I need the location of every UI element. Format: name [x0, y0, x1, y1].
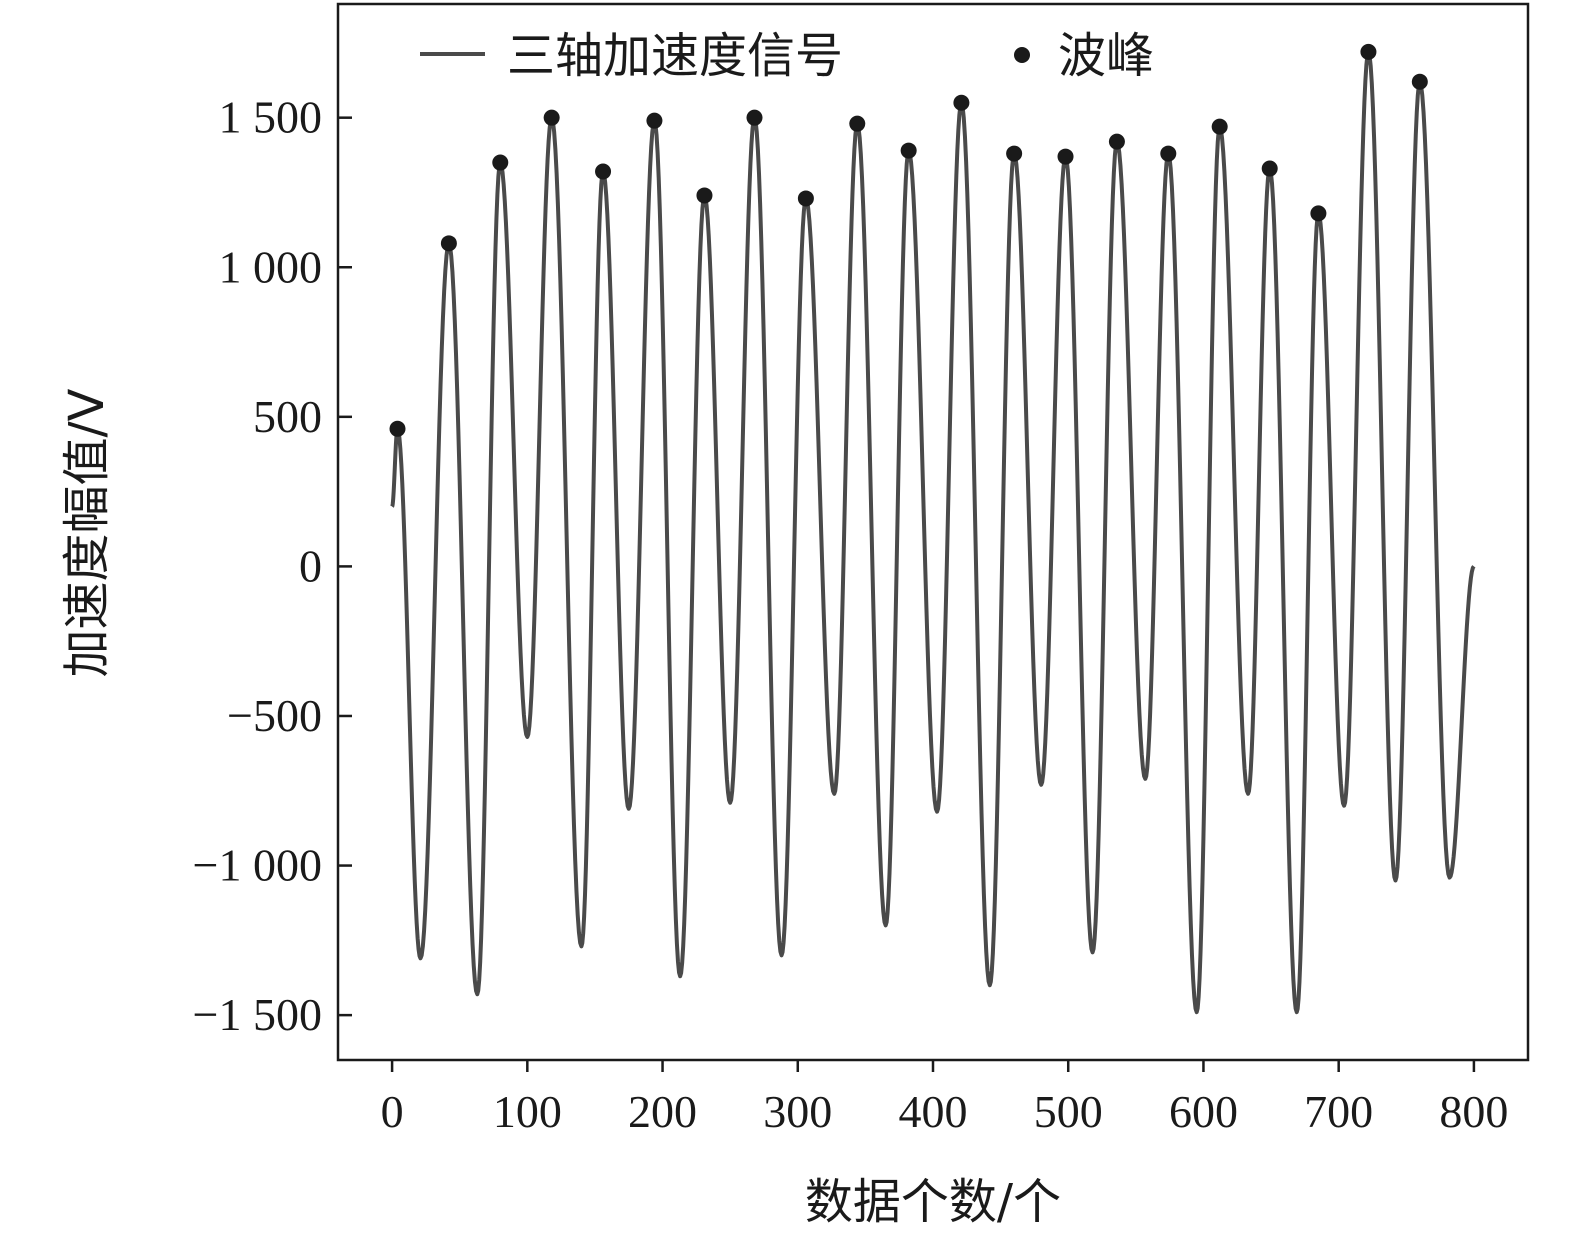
peak-point — [746, 109, 763, 126]
peak-point — [1261, 160, 1278, 177]
peak-point — [543, 109, 560, 126]
x-tick-label: 700 — [1304, 1086, 1373, 1137]
peak-point — [797, 190, 814, 207]
y-tick-label: 1 500 — [219, 92, 323, 143]
y-tick-label: −1 500 — [193, 989, 322, 1040]
peak-point — [492, 154, 509, 171]
peak-point — [1108, 133, 1125, 150]
peak-point — [595, 163, 612, 180]
x-tick-label: 300 — [763, 1086, 832, 1137]
peak-point — [1160, 145, 1177, 162]
x-tick-label: 500 — [1034, 1086, 1103, 1137]
peak-point — [440, 235, 457, 252]
y-tick-label: 500 — [253, 391, 322, 442]
legend-dot-swatch — [1014, 47, 1030, 63]
peak-point — [1360, 43, 1377, 60]
peak-point — [1006, 145, 1023, 162]
x-tick-label: 0 — [381, 1086, 404, 1137]
signal-line — [390, 49, 1476, 1015]
peak-point — [900, 142, 917, 159]
peak-point — [646, 112, 663, 129]
peak-point — [696, 187, 713, 204]
y-axis-title: 加速度幅值/V — [59, 388, 115, 677]
y-tick-label: 1 000 — [219, 241, 323, 292]
peak-point — [953, 94, 970, 111]
peak-point — [389, 420, 406, 437]
y-tick-label: 0 — [299, 540, 322, 591]
x-tick-label: 200 — [628, 1086, 697, 1137]
legend-label-signal: 三轴加速度信号 — [507, 28, 843, 84]
peak-point — [1310, 205, 1327, 222]
peak-point — [1057, 148, 1074, 165]
peak-markers — [389, 43, 1428, 437]
y-axis: 1 500 1 000 500 0 −500 −1 000 −1 500 — [193, 92, 352, 1040]
x-tick-label: 100 — [493, 1086, 562, 1137]
legend-label-peak: 波峰 — [1058, 28, 1154, 84]
x-tick-label: 600 — [1169, 1086, 1238, 1137]
y-tick-label: −1 000 — [193, 840, 322, 891]
x-axis: 0 100 200 300 400 500 600 700 800 — [381, 1060, 1508, 1137]
peak-point — [1411, 73, 1428, 90]
x-tick-label: 800 — [1439, 1086, 1508, 1137]
peak-point — [849, 115, 866, 132]
legend: 三轴加速度信号 波峰 — [420, 28, 1154, 84]
y-tick-label: −500 — [227, 690, 322, 741]
x-axis-title: 数据个数/个 — [805, 1174, 1061, 1230]
x-tick-label: 400 — [899, 1086, 968, 1137]
peak-point — [1211, 118, 1228, 135]
